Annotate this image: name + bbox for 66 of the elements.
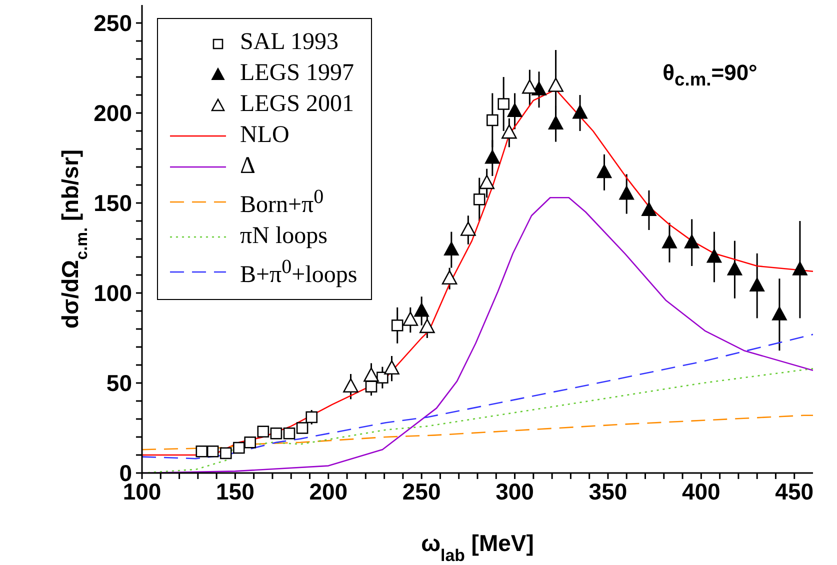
- point: [365, 380, 378, 392]
- point: [548, 78, 564, 92]
- x-axis-title: ω$_{lab}$ [MeV]: [421, 530, 534, 564]
- point: [343, 378, 358, 392]
- x-tick-label: 300: [496, 478, 534, 504]
- x-tick-label: 150: [216, 478, 254, 504]
- point: [772, 306, 787, 320]
- point: [420, 318, 435, 334]
- point: [376, 372, 388, 384]
- legend-label: NLO: [240, 121, 290, 150]
- point: [522, 79, 538, 94]
- point: [727, 261, 742, 276]
- x-tick-label: 350: [588, 478, 628, 504]
- point: [460, 222, 476, 236]
- legend-label: SAL 1993: [240, 28, 338, 57]
- y-tick-label: 250: [94, 10, 132, 36]
- y-tick-label: 50: [106, 370, 132, 396]
- point: [684, 234, 700, 248]
- point: [402, 312, 418, 326]
- point: [384, 360, 400, 374]
- x-tick-label: 400: [682, 478, 720, 504]
- y-tick-label: 200: [94, 100, 132, 126]
- point: [257, 426, 270, 438]
- point: [641, 202, 656, 216]
- annotation: θ$_{c.m.}$=90°: [662, 60, 758, 90]
- point: [479, 174, 494, 190]
- point: [233, 442, 245, 454]
- point: [507, 103, 522, 117]
- point: [196, 446, 208, 458]
- point: [484, 150, 500, 164]
- x-tick-label: 250: [402, 478, 441, 504]
- point: [442, 270, 458, 284]
- line-series: [142, 334, 813, 460]
- point: [306, 411, 318, 424]
- point: [619, 186, 634, 200]
- y-tick-label: 100: [94, 280, 132, 306]
- point: [473, 194, 486, 206]
- point: [220, 447, 232, 460]
- legend-label: B+π$^{0}$+loops: [240, 255, 358, 290]
- point: [296, 422, 308, 434]
- x-tick-label: 200: [309, 478, 348, 504]
- point: [498, 98, 510, 110]
- point: [444, 242, 459, 256]
- point: [414, 302, 430, 317]
- point: [572, 104, 588, 119]
- x-tick-label: 450: [775, 478, 814, 504]
- legend-label: LEGS 1997: [240, 59, 354, 88]
- point: [244, 436, 256, 448]
- point: [391, 320, 404, 332]
- point: [270, 428, 282, 440]
- point: [283, 428, 296, 440]
- point: [548, 116, 564, 130]
- legend-label: Δ: [240, 152, 256, 181]
- legend-label: LEGS 2001: [240, 90, 354, 119]
- point: [206, 446, 219, 458]
- point: [364, 367, 379, 382]
- point: [502, 124, 517, 139]
- point: [792, 261, 808, 276]
- point: [596, 164, 612, 178]
- y-tick-label: 150: [94, 190, 132, 216]
- legend-label: πN loops: [240, 222, 328, 251]
- point: [486, 114, 498, 126]
- point: [706, 248, 722, 263]
- legend-label: Born+π$^{0}$: [240, 185, 324, 220]
- point: [662, 234, 677, 248]
- point: [750, 278, 765, 292]
